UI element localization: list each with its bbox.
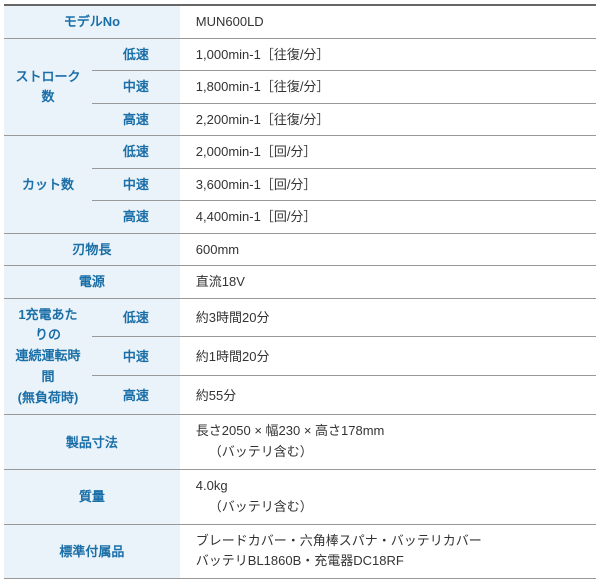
runtime-low-value: 約3時間20分 [180, 298, 596, 337]
mass-value-l2: （バッテリ含む） [196, 497, 586, 518]
runtime-mid-label: 中速 [92, 337, 180, 376]
runtime-label: 1充電あたりの 連続運転時間 (無負荷時) [4, 298, 92, 415]
dims-label: 製品寸法 [4, 415, 180, 470]
blade-value: 600mm [180, 233, 596, 266]
runtime-high-value: 約55分 [180, 376, 596, 415]
stroke-mid-label: 中速 [92, 71, 180, 104]
mass-value: 4.0kg （バッテリ含む） [180, 470, 596, 525]
runtime-label-l3: (無負荷時) [18, 390, 79, 405]
runtime-high-label: 高速 [92, 376, 180, 415]
runtime-low-label: 低速 [92, 298, 180, 337]
dims-value-l2: （バッテリ含む） [196, 442, 586, 463]
power-label: 電源 [4, 266, 180, 299]
cut-low-value: 2,000min-1［回/分］ [180, 136, 596, 169]
row-runtime-low: 1充電あたりの 連続運転時間 (無負荷時) 低速 約3時間20分 [4, 298, 596, 337]
row-stroke-low: ストローク数 低速 1,000min-1［往復/分］ [4, 38, 596, 71]
runtime-label-l2: 連続運転時間 [15, 348, 80, 384]
row-stroke-high: 高速 2,200min-1［往復/分］ [4, 103, 596, 136]
acc-value-l2: バッテリBL1860B・充電器DC18RF [196, 553, 404, 568]
cut-mid-value: 3,600min-1［回/分］ [180, 168, 596, 201]
row-model: モデルNo MUN600LD [4, 5, 596, 38]
acc-value: ブレードカバー・六角棒スパナ・バッテリカバー バッテリBL1860B・充電器DC… [180, 524, 596, 579]
mass-label: 質量 [4, 470, 180, 525]
dims-value-l1: 長さ2050 × 幅230 × 高さ178mm [196, 423, 385, 438]
mass-value-l1: 4.0kg [196, 478, 228, 493]
row-cut-high: 高速 4,400min-1［回/分］ [4, 201, 596, 234]
dims-value: 長さ2050 × 幅230 × 高さ178mm （バッテリ含む） [180, 415, 596, 470]
row-power: 電源 直流18V [4, 266, 596, 299]
row-stroke-mid: 中速 1,800min-1［往復/分］ [4, 71, 596, 104]
cut-low-label: 低速 [92, 136, 180, 169]
row-cut-mid: 中速 3,600min-1［回/分］ [4, 168, 596, 201]
spec-table: モデルNo MUN600LD ストローク数 低速 1,000min-1［往復/分… [4, 4, 596, 579]
stroke-mid-value: 1,800min-1［往復/分］ [180, 71, 596, 104]
acc-value-l1: ブレードカバー・六角棒スパナ・バッテリカバー [196, 533, 482, 548]
power-value: 直流18V [180, 266, 596, 299]
row-accessories: 標準付属品 ブレードカバー・六角棒スパナ・バッテリカバー バッテリBL1860B… [4, 524, 596, 579]
runtime-mid-value: 約1時間20分 [180, 337, 596, 376]
stroke-low-label: 低速 [92, 38, 180, 71]
stroke-high-label: 高速 [92, 103, 180, 136]
row-runtime-high: 高速 約55分 [4, 376, 596, 415]
stroke-low-value: 1,000min-1［往復/分］ [180, 38, 596, 71]
cut-high-value: 4,400min-1［回/分］ [180, 201, 596, 234]
blade-label: 刃物長 [4, 233, 180, 266]
cut-high-label: 高速 [92, 201, 180, 234]
model-value: MUN600LD [180, 5, 596, 38]
acc-label: 標準付属品 [4, 524, 180, 579]
runtime-label-l1: 1充電あたりの [18, 307, 77, 343]
stroke-label: ストローク数 [4, 38, 92, 136]
stroke-high-value: 2,200min-1［往復/分］ [180, 103, 596, 136]
row-cut-low: カット数 低速 2,000min-1［回/分］ [4, 136, 596, 169]
row-mass: 質量 4.0kg （バッテリ含む） [4, 470, 596, 525]
row-dims: 製品寸法 長さ2050 × 幅230 × 高さ178mm （バッテリ含む） [4, 415, 596, 470]
cut-mid-label: 中速 [92, 168, 180, 201]
cut-label: カット数 [4, 136, 92, 234]
row-runtime-mid: 中速 約1時間20分 [4, 337, 596, 376]
model-label: モデルNo [4, 5, 180, 38]
row-blade: 刃物長 600mm [4, 233, 596, 266]
